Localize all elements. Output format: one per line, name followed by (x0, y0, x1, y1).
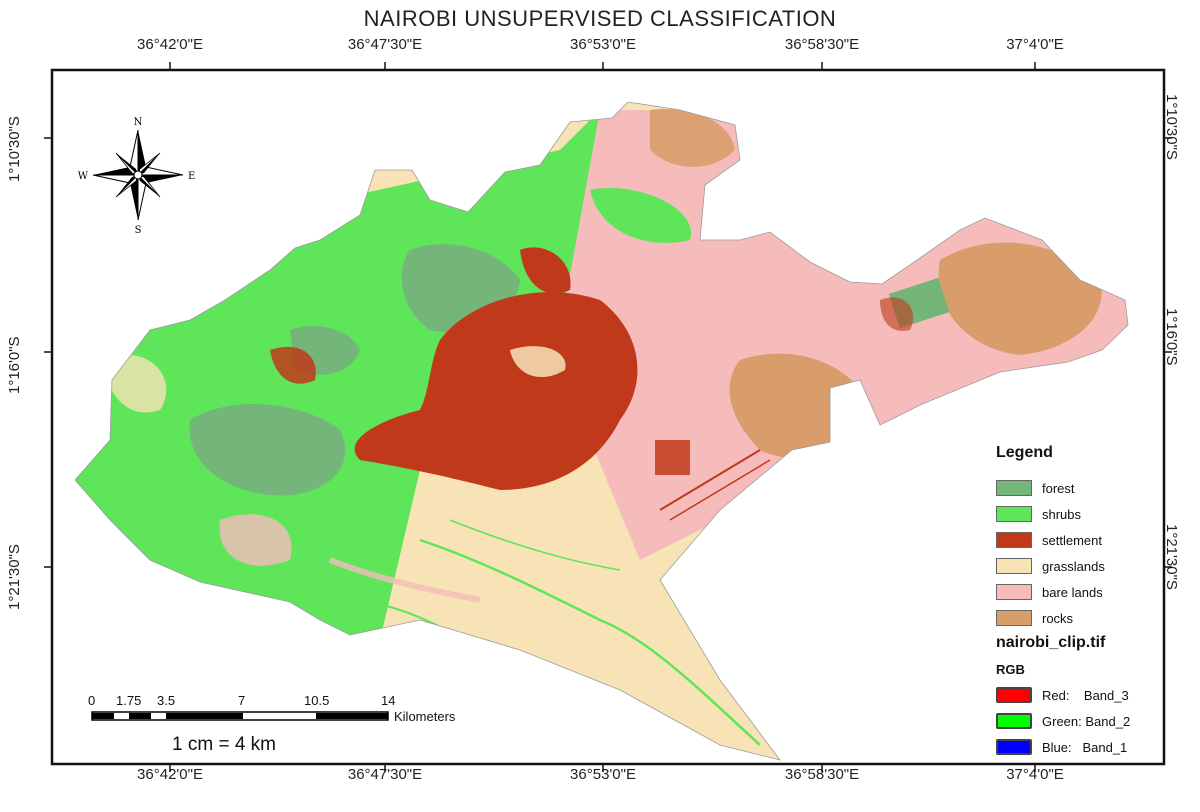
legend-item-bare-lands: bare lands (996, 583, 1103, 601)
legend-item-rocks: rocks (996, 609, 1073, 627)
frame-ticks (44, 62, 1172, 772)
top-tick-label: 37°4'0"E (1006, 36, 1064, 53)
legend-swatch (996, 610, 1032, 626)
map-neatline (50, 68, 1166, 766)
scale-bar (91, 711, 389, 721)
legend-swatch (996, 713, 1032, 729)
legend: Legend forest shrubs settlement grasslan… (996, 444, 1176, 755)
top-tick-label: 36°47'30"E (347, 36, 423, 53)
scale-unit-label: Kilometers (394, 709, 456, 724)
compass-e-label: E (188, 171, 195, 182)
legend-label: Red: Band_3 (1042, 687, 1129, 703)
rgb-title: RGB (996, 662, 1025, 677)
legend-label: rocks (1042, 610, 1074, 626)
bottom-tick-label: 37°4'0"E (1006, 766, 1064, 783)
bottom-tick-label: 36°47'30"E (347, 766, 423, 783)
scale-tick-label: 3.5 (157, 693, 176, 708)
bottom-tick-label: 36°58'30"E (784, 766, 860, 783)
raster-name: nairobi_clip.tif (996, 634, 1106, 651)
region-outline (74, 101, 1129, 761)
scale-tick-label: 7 (238, 693, 246, 708)
legend-item-forest: forest (996, 479, 1075, 497)
legend-item-grasslands: grasslands (996, 557, 1105, 575)
legend-swatch (996, 506, 1032, 522)
compass-w-label: W (78, 171, 89, 182)
scale-tick-label: 10.5 (304, 693, 330, 708)
north-arrow-icon: N S E W (78, 117, 196, 236)
legend-item-shrubs: shrubs (996, 505, 1081, 523)
legend-label: Blue: Band_1 (1042, 739, 1128, 755)
legend-label: Green: Band_2 (1042, 713, 1131, 729)
legend-item-blue-band: Blue: Band_1 (996, 738, 1127, 756)
legend-label: bare lands (1042, 584, 1103, 600)
scale-tick-label: 1.75 (116, 693, 142, 708)
legend-swatch (996, 558, 1032, 574)
legend-label: forest (1042, 480, 1075, 496)
bottom-tick-label: 36°53'0"E (570, 766, 636, 783)
top-tick-label: 36°58'30"E (784, 36, 860, 53)
top-tick-label: 36°53'0"E (570, 36, 636, 53)
compass-s-label: S (135, 225, 142, 236)
legend-label: settlement (1042, 532, 1102, 548)
legend-label: grasslands (1042, 558, 1105, 574)
legend-item-red-band: Red: Band_3 (996, 686, 1129, 704)
legend-item-settlement: settlement (996, 531, 1102, 549)
legend-swatch (996, 480, 1032, 496)
legend-label: shrubs (1042, 506, 1082, 522)
top-tick-label: 36°42'0"E (137, 36, 203, 53)
legend-title: Legend (996, 444, 1053, 461)
legend-swatch (996, 584, 1032, 600)
bottom-tick-label: 36°42'0"E (137, 766, 203, 783)
legend-swatch (996, 532, 1032, 548)
legend-item-green-band: Green: Band_2 (996, 712, 1130, 730)
scale-ratio: 1 cm = 4 km (172, 734, 276, 755)
compass-n-label: N (134, 117, 143, 128)
scale-tick-label: 0 (88, 693, 96, 708)
classified-raster (75, 102, 1128, 760)
scale-tick-label: 14 (381, 693, 396, 708)
map-title: NAIROBI UNSUPERVISED CLASSIFICATION (363, 6, 837, 31)
legend-swatch (996, 739, 1032, 755)
legend-swatch (996, 687, 1032, 703)
